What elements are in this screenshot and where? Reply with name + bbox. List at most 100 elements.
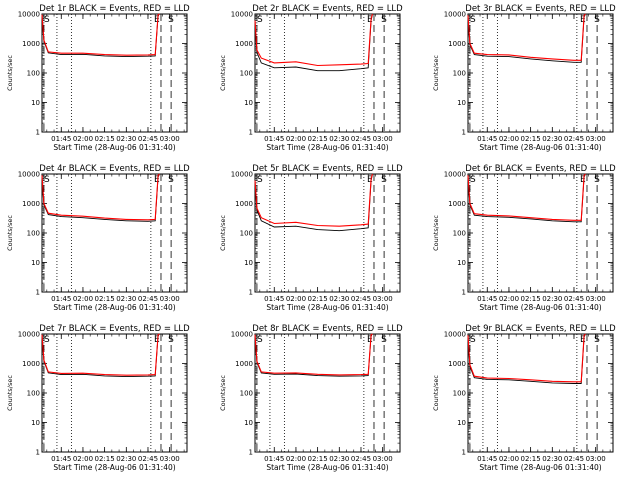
x-tick-label: 02:00 [286, 455, 306, 463]
y-tick-label: 10000 [231, 11, 253, 19]
x-tick-label: 02:45 [564, 455, 584, 463]
x-tick-label: 01:45 [51, 135, 71, 143]
start-marker: S [44, 335, 50, 345]
start-marker: S [470, 335, 476, 345]
panel-det-3r: Det 3r BLACK = Events, RED = LLD 1 10 100 10… [432, 4, 616, 152]
panel-title: Det 6r BLACK = Events, RED = LLD [465, 164, 616, 174]
x-axis-label: Start Time (28-Aug-06 01:31:40) [53, 303, 175, 312]
y-axis-label: Counts/sec [432, 375, 440, 411]
x-tick-label: 02:00 [73, 135, 93, 143]
x-tick-label: 02:00 [286, 295, 306, 303]
series-lld-line [41, 173, 160, 221]
x-tick-label: 02:15 [521, 135, 541, 143]
x-tick-label: 02:00 [73, 295, 93, 303]
y-axis-label: Counts/sec [219, 375, 227, 411]
y-tick-label: 10000 [444, 11, 466, 19]
x-tick-label: 03:00 [373, 295, 393, 303]
series-lld-line [41, 13, 160, 56]
y-tick-label: 10 [244, 99, 253, 107]
panel-det-8r: Det 8r BLACK = Events, RED = LLD 1 10 100 10… [219, 324, 403, 472]
x-tick-label: 02:30 [116, 135, 136, 143]
y-tick-label: 1000 [22, 360, 40, 368]
y-axis-label: Counts/sec [6, 375, 14, 411]
start-marker: S [257, 175, 263, 185]
end-marker: E [154, 175, 160, 185]
plot-frame [41, 13, 188, 133]
panel-det-7r: Det 7r BLACK = Events, RED = LLD 1 10 100 10… [6, 324, 190, 472]
x-tick-label: 01:45 [264, 455, 284, 463]
y-tick-label: 100 [240, 390, 253, 398]
start-marker: S [257, 335, 263, 345]
x-tick-label: 03:00 [586, 135, 606, 143]
series-events-line [467, 333, 586, 384]
x-axis-label: Start Time (28-Aug-06 01:31:40) [479, 143, 601, 152]
series-lld-line [254, 333, 373, 376]
y-axis-label: Counts/sec [432, 215, 440, 251]
y-tick-label: 1 [249, 449, 253, 457]
x-tick-label: 01:45 [264, 295, 284, 303]
y-tick-label: 1 [36, 289, 40, 297]
start-marker: S [594, 15, 600, 25]
y-tick-label: 1 [36, 449, 40, 457]
plot-frame [467, 173, 614, 293]
y-axis-label: Counts/sec [6, 215, 14, 251]
end-marker: E [367, 175, 373, 185]
series-lld-line [254, 13, 374, 67]
series-lld-line [254, 173, 374, 227]
start-marker: S [470, 175, 476, 185]
x-axis-label: Start Time (28-Aug-06 01:31:40) [479, 303, 601, 312]
panel-title: Det 1r BLACK = Events, RED = LLD [39, 4, 190, 14]
start-marker: S [594, 175, 600, 185]
end-marker: E [580, 335, 586, 345]
y-axis-label: Counts/sec [219, 215, 227, 251]
plot-frame [467, 13, 614, 133]
x-tick-label: 02:15 [95, 295, 115, 303]
start-marker: S [257, 15, 263, 25]
x-tick-label: 02:00 [286, 135, 306, 143]
plot-frame [467, 333, 614, 453]
start-marker: S [168, 335, 174, 345]
start-marker: S [594, 335, 600, 345]
x-tick-label: 02:00 [499, 135, 519, 143]
start-marker: S [168, 175, 174, 185]
x-tick-label: 02:30 [329, 455, 349, 463]
y-tick-label: 1000 [235, 40, 253, 48]
y-tick-label: 10000 [444, 331, 466, 339]
y-tick-label: 10000 [18, 171, 40, 179]
x-tick-label: 02:45 [351, 455, 371, 463]
plot-frame [41, 173, 188, 293]
series-lld-line [41, 333, 160, 376]
y-tick-label: 100 [240, 70, 253, 78]
panel-title: Det 2r BLACK = Events, RED = LLD [252, 4, 403, 14]
x-tick-label: 02:30 [542, 455, 562, 463]
x-tick-label: 02:15 [521, 295, 541, 303]
y-tick-label: 10000 [231, 171, 253, 179]
y-axis-label: Counts/sec [432, 55, 440, 91]
y-tick-label: 1000 [448, 360, 466, 368]
x-tick-label: 02:00 [499, 455, 519, 463]
end-marker: E [580, 175, 586, 185]
y-tick-label: 1 [36, 129, 40, 137]
panel-title: Det 3r BLACK = Events, RED = LLD [465, 4, 616, 14]
x-axis-label: Start Time (28-Aug-06 01:31:40) [266, 303, 388, 312]
y-tick-label: 10 [457, 419, 466, 427]
x-tick-label: 02:30 [329, 295, 349, 303]
y-tick-label: 10000 [18, 11, 40, 19]
x-tick-label: 02:30 [116, 455, 136, 463]
x-tick-label: 02:45 [138, 135, 158, 143]
x-tick-label: 01:45 [477, 455, 497, 463]
x-tick-label: 02:30 [542, 295, 562, 303]
panel-title: Det 9r BLACK = Events, RED = LLD [465, 324, 616, 334]
series-lld-line [467, 173, 586, 221]
x-tick-label: 02:00 [499, 295, 519, 303]
series-events-line [41, 173, 160, 222]
y-tick-label: 1000 [235, 200, 253, 208]
panel-title: Det 8r BLACK = Events, RED = LLD [252, 324, 403, 334]
y-tick-label: 10 [457, 259, 466, 267]
y-tick-label: 10 [244, 419, 253, 427]
y-tick-label: 100 [453, 390, 466, 398]
y-tick-label: 10 [457, 99, 466, 107]
y-tick-label: 100 [453, 230, 466, 238]
x-tick-label: 03:00 [160, 135, 180, 143]
